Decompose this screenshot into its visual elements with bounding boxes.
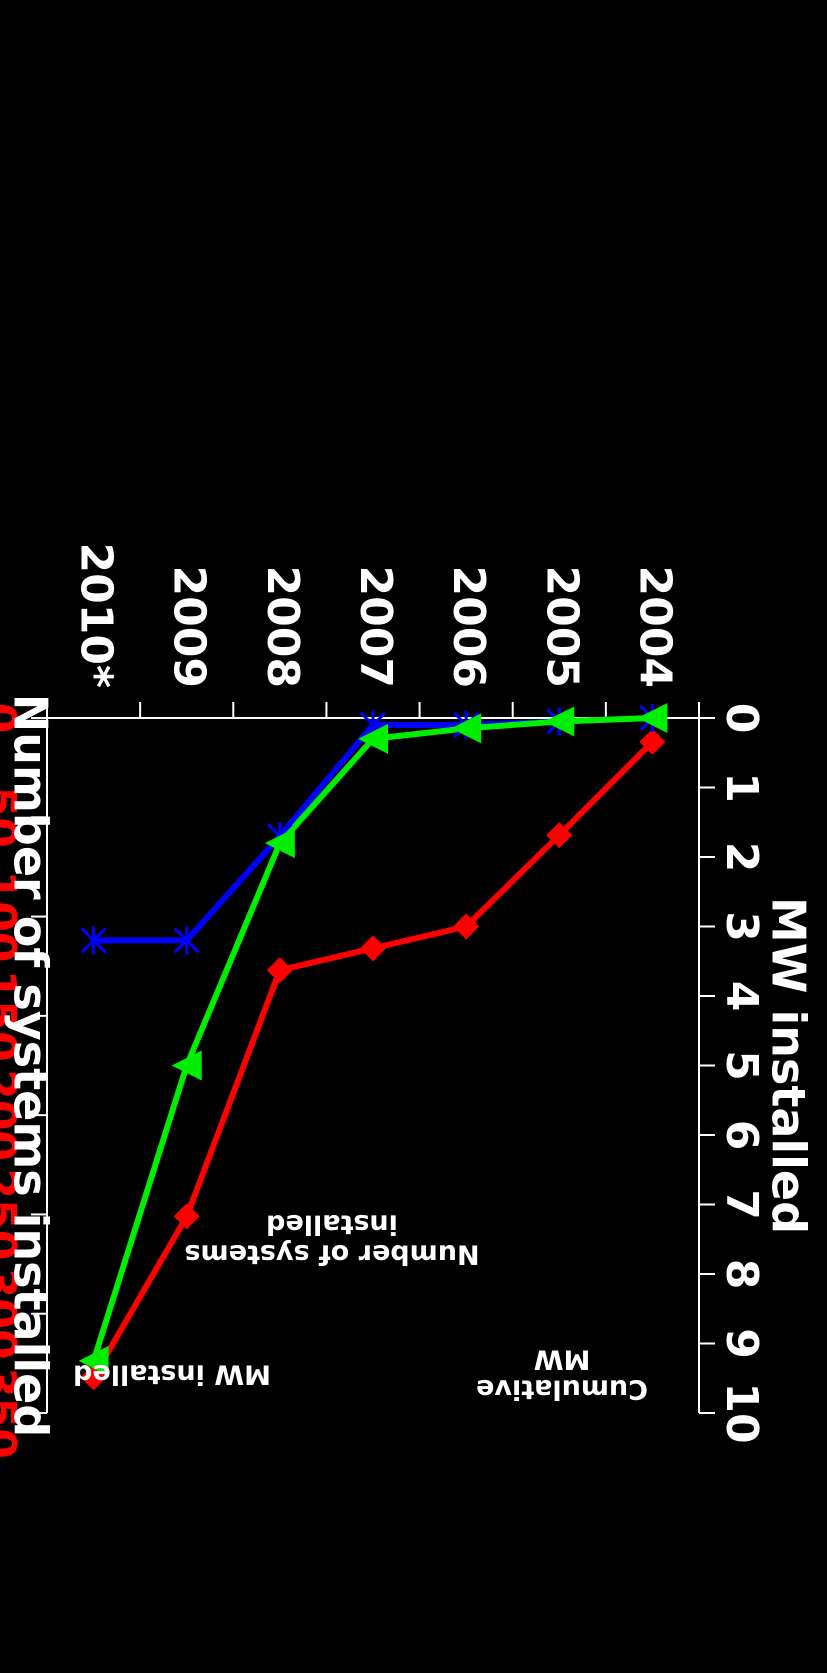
data-point-diamond xyxy=(453,913,480,940)
left-axis-tick-label: 10 xyxy=(716,1382,767,1443)
right-axis-tick-label: 150 xyxy=(0,970,25,1062)
right-axis-tick-label: 0 xyxy=(0,703,25,734)
left-axis-tick-label: 4 xyxy=(716,981,767,1012)
right-axis-tick-label: 350 xyxy=(0,1367,25,1459)
left-axis-tick-label: 8 xyxy=(716,1259,767,1290)
left-axis-tick-label: 6 xyxy=(716,1120,767,1151)
axes xyxy=(31,702,715,1414)
x-tick-label: 2009 xyxy=(164,566,215,688)
data-point-diamond xyxy=(173,1203,200,1230)
series-annotation: installed xyxy=(266,1209,398,1240)
left-axis-tick-label: 7 xyxy=(716,1189,767,1220)
series-annotation: Number of systems xyxy=(184,1239,479,1270)
x-tick-label: 2005 xyxy=(536,566,587,688)
right-axis-tick-label: 50 xyxy=(0,787,25,848)
left-axis-tick-label: 2 xyxy=(716,842,767,873)
data-point-diamond xyxy=(360,935,386,962)
data-point-triangle xyxy=(358,723,388,754)
data-point-triangle xyxy=(171,1050,202,1081)
left-axis-tick-label: 3 xyxy=(716,911,767,942)
right-axis-title: Number of systems installed xyxy=(4,694,58,1437)
x-tick-label: 2008 xyxy=(257,566,308,688)
left-axis-title: MW installed xyxy=(762,897,816,1234)
data-point-star xyxy=(173,926,200,955)
series-markers xyxy=(78,703,668,1391)
right-axis-tick-label: 200 xyxy=(0,1069,25,1161)
right-axis-tick-label: 250 xyxy=(0,1168,25,1260)
series-annotation: MW xyxy=(534,1344,591,1375)
left-axis-tick-label: 1 xyxy=(716,772,767,803)
x-tick-label: 2004 xyxy=(629,566,680,688)
data-point-diamond xyxy=(266,957,293,984)
data-point-diamond xyxy=(80,1364,107,1391)
data-point-triangle xyxy=(637,703,668,733)
data-point-star xyxy=(80,926,107,955)
data-point-triangle xyxy=(264,828,295,859)
data-point-diamond xyxy=(639,728,666,755)
series-annotation: Cumulative xyxy=(476,1374,648,1405)
data-point-triangle xyxy=(544,706,575,737)
series-annotation: MW installed xyxy=(73,1359,271,1390)
right-axis-tick-label: 100 xyxy=(0,871,25,963)
data-point-diamond xyxy=(546,822,573,849)
data-point-triangle xyxy=(78,1345,109,1376)
left-axis-tick-label: 9 xyxy=(716,1328,767,1359)
x-tick-label: 2010* xyxy=(71,543,122,688)
x-tick-label: 2007 xyxy=(350,566,401,688)
right-axis-tick-label: 300 xyxy=(0,1268,25,1360)
left-axis-tick-label: 0 xyxy=(716,703,767,734)
data-point-triangle xyxy=(451,713,482,744)
chart-labels: 2004 2005 2006 2007 2008 2009 2010* 0 1 2 3 4 5 6 7 8 9 1… xyxy=(0,543,816,1459)
left-axis-tick-label: 5 xyxy=(716,1050,767,1081)
x-tick-label: 2006 xyxy=(443,566,494,688)
